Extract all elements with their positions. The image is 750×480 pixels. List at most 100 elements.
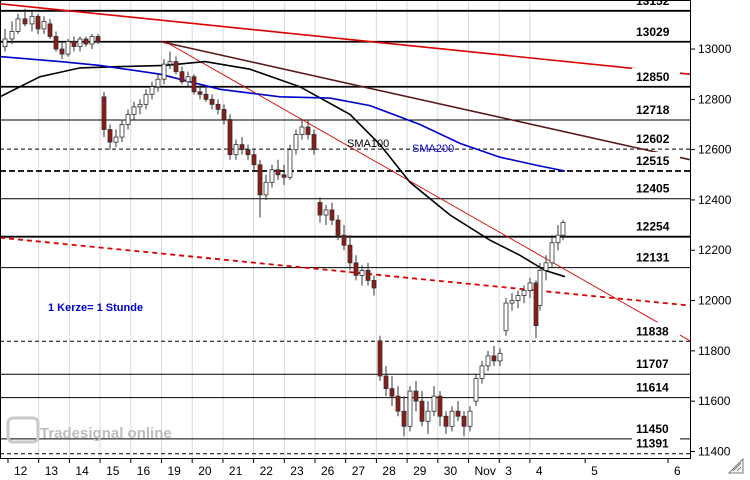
level-label-bg: [632, 22, 680, 39]
candle-body: [353, 262, 359, 276]
trendline: [164, 41, 691, 342]
candle-body: [527, 282, 533, 291]
candle-body: [503, 302, 509, 332]
candle-body: [341, 234, 347, 246]
y-tick-label: 12000: [698, 294, 732, 308]
candle-body: [15, 18, 21, 32]
candle-body: [83, 38, 89, 45]
candle-body: [389, 388, 395, 397]
candle-body: [143, 93, 149, 105]
x-tick-label: 23: [290, 464, 304, 478]
x-axis: 12 13 14 15 16 19 20 21 22 23 26 27 28 29 30 Nov 3 4 5 6: [7, 459, 681, 478]
candle-body: [443, 415, 449, 427]
x-tick-label: 6: [674, 464, 681, 478]
candle-body: [221, 109, 227, 120]
trendline: [0, 236, 691, 307]
x-tick-label: 20: [198, 464, 212, 478]
candle-body: [407, 390, 413, 427]
candle-body: [461, 415, 467, 427]
candle-body: [22, 18, 28, 25]
candle-body: [71, 41, 77, 47]
level-label-bg: [632, 378, 680, 395]
candle-body: [215, 103, 221, 110]
candle-body: [263, 181, 269, 196]
level-label: 12515: [636, 154, 670, 168]
candle-body: [425, 410, 431, 422]
x-tick-label: 27: [352, 464, 366, 478]
candle-body: [377, 340, 383, 377]
level-label: 11707: [636, 357, 669, 371]
candle-body: [413, 390, 419, 402]
x-tick-label: 4: [536, 464, 543, 478]
candle-body: [95, 36, 101, 42]
support-resistance-levels: [0, 9, 690, 455]
x-tick-label: 29: [413, 464, 427, 478]
level-label-bg: [632, 67, 680, 84]
candle-body: [167, 61, 173, 65]
level-label-bg: [632, 179, 680, 196]
candle-body: [245, 149, 251, 156]
level-labels: 13152 13029 12850 12718 12602 12515 12405 12254…: [632, 0, 680, 451]
y-axis: 11400 11600 11800 12000 12200 12400 12600 12800…: [690, 42, 732, 458]
candle-body: [269, 169, 275, 183]
candle-body: [155, 78, 161, 88]
candle-body: [317, 202, 323, 216]
watermark-logo: Tradesignal online: [6, 416, 172, 444]
level-label-bg: [632, 419, 680, 436]
level-label: 11450: [636, 422, 669, 436]
plot-frame: [0, 0, 691, 459]
y-tick-label: 12800: [698, 92, 732, 106]
y-tick-label: 11800: [698, 344, 731, 358]
level-label: 13152: [636, 0, 670, 8]
candle-body: [131, 106, 137, 115]
candle-body: [41, 20, 47, 30]
candle-body: [335, 219, 341, 236]
candle-body: [233, 144, 239, 156]
indicator-line: [0, 60, 566, 278]
x-tick-label: 30: [444, 464, 458, 478]
candlesticks: [2, 8, 566, 437]
watermark-text: Tradesignal online: [40, 425, 172, 442]
candle-body: [89, 36, 95, 45]
candle-body: [161, 63, 167, 80]
level-label-bg: [632, 322, 680, 339]
candle-body: [227, 119, 233, 156]
candle-body: [77, 38, 83, 47]
candle-body: [191, 76, 197, 93]
trendline: [159, 40, 691, 161]
candle-body: [533, 282, 539, 327]
candle-body: [197, 91, 203, 95]
candle-body: [287, 149, 293, 178]
candle-body: [305, 126, 311, 135]
indicator-line: [0, 55, 566, 172]
candle-body: [125, 114, 131, 125]
y-tick-label: 11400: [698, 444, 731, 458]
level-label-bg: [632, 130, 680, 147]
candle-body: [515, 295, 521, 301]
candle-body: [257, 164, 263, 196]
candle-body: [107, 129, 113, 143]
x-tick-label: 28: [382, 464, 396, 478]
candle-body: [185, 76, 191, 83]
candle-body: [275, 169, 281, 176]
x-tick-label: 26: [321, 464, 335, 478]
level-label-bg: [632, 100, 680, 117]
x-tick-label: 16: [137, 464, 151, 478]
candle-annotation: 1 Kerze= 1 Stunde: [48, 302, 143, 314]
vertical-gridlines: [38, 0, 531, 459]
level-label: 12131: [636, 251, 670, 265]
candle-body: [467, 410, 473, 427]
x-tick-label: 15: [106, 464, 120, 478]
y-tick-label: 12400: [698, 193, 732, 207]
candle-body: [473, 378, 479, 402]
candle-body: [359, 269, 365, 276]
candle-body: [209, 98, 215, 105]
resize-grip[interactable]: [727, 457, 744, 474]
candle-body: [65, 41, 71, 55]
candle-body: [437, 395, 443, 417]
y-tick-label: 12200: [698, 243, 732, 257]
candle-body: [371, 280, 377, 289]
x-tick-label: 5: [591, 464, 598, 478]
